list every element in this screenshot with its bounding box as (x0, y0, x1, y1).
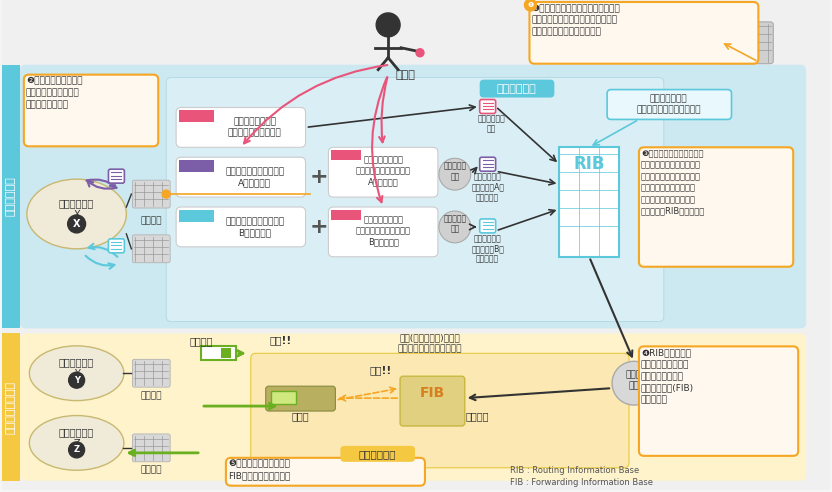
Bar (331, 150, 361, 160)
Text: 転送!!: 転送!! (270, 336, 292, 345)
Text: Z: Z (73, 445, 80, 455)
Text: ルーター: ルーター (735, 13, 758, 23)
Text: 管理者が設定した
スタティック経路など: 管理者が設定した スタティック経路など (228, 118, 282, 137)
Text: ハードウエア: ハードウエア (359, 449, 396, 459)
Text: ❺実際のパケット転送は
FIBを参照して行われる: ❺実際のパケット転送は FIBを参照して行われる (228, 460, 290, 481)
Bar (2, 334, 20, 481)
Text: RIB: RIB (573, 155, 605, 173)
FancyBboxPatch shape (480, 80, 554, 97)
Ellipse shape (29, 416, 124, 470)
Text: フォワーティング: フォワーティング (6, 381, 16, 433)
Text: ネットワーク
Y: ネットワーク Y (59, 357, 94, 379)
Text: Y: Y (73, 376, 80, 385)
FancyBboxPatch shape (480, 157, 496, 171)
FancyBboxPatch shape (176, 157, 305, 197)
FancyBboxPatch shape (340, 446, 415, 462)
FancyBboxPatch shape (226, 458, 425, 486)
FancyBboxPatch shape (480, 99, 496, 114)
Circle shape (69, 442, 85, 458)
Bar (179, 111, 214, 123)
Text: 管理者が設定した
ルーティングプロトコル
Bのポリシー: 管理者が設定した ルーティングプロトコル Bのポリシー (355, 215, 411, 246)
FancyBboxPatch shape (329, 207, 438, 257)
Text: ❷各ルーティングプロ
トコルが自動で経路情
報をやり取りする: ❷各ルーティングプロ トコルが自動で経路情 報をやり取りする (26, 77, 82, 109)
Bar (201, 346, 235, 360)
Text: +: + (310, 167, 328, 187)
FancyBboxPatch shape (639, 346, 798, 456)
FancyBboxPatch shape (166, 78, 664, 321)
FancyBboxPatch shape (24, 75, 158, 146)
Ellipse shape (29, 346, 124, 400)
Circle shape (439, 158, 471, 190)
Text: ルーティングプロトコル
Aの経路情報: ルーティングプロトコル Aの経路情報 (225, 167, 285, 187)
Text: X: X (73, 219, 81, 229)
Text: 転送(フォワード)に使う
フォワーディングテーブル: 転送(フォワード)に使う フォワーディングテーブル (398, 333, 463, 353)
Text: ルーター: ルーター (141, 216, 162, 225)
Text: ルーター: ルーター (141, 465, 162, 474)
Text: パケット: パケット (189, 337, 213, 346)
FancyBboxPatch shape (176, 107, 305, 147)
FancyBboxPatch shape (132, 235, 171, 263)
Text: 管理者: 管理者 (395, 70, 415, 80)
Circle shape (439, 211, 471, 243)
Circle shape (416, 49, 424, 57)
Circle shape (67, 215, 86, 233)
Text: ソフトウエア: ソフトウエア (497, 84, 537, 93)
Text: ルーティングプロトコル
Bの経路情報: ルーティングプロトコル Bの経路情報 (225, 217, 285, 237)
Bar (559, 147, 619, 257)
Bar (331, 210, 361, 220)
FancyBboxPatch shape (400, 376, 465, 426)
Bar (221, 348, 230, 358)
Text: スタティック
経路: スタティック 経路 (478, 115, 506, 134)
Text: ❶管理者はあらかじめルーターに、
スタティック経路や各ルーティング
プロトコルのポリシーを設定: ❶管理者はあらかじめルーターに、 スタティック経路や各ルーティング プロトコルの… (532, 4, 620, 36)
Text: ❸ルーティングプロトコル
ごとにポリシーを反映し、
さらにルーティングプロト
コルごとのアルゴリズム
で求めた経路（最適経路
を含む）をRIBにまとめる: ❸ルーティングプロトコル ごとにポリシーを反映し、 さらにルーティングプロト コ… (641, 149, 706, 215)
FancyBboxPatch shape (108, 239, 124, 253)
FancyBboxPatch shape (329, 147, 438, 197)
Text: ルーティング: ルーティング (6, 176, 16, 216)
Text: 最適経路を
計算: 最適経路を 計算 (443, 214, 467, 234)
Bar (179, 210, 214, 222)
Text: ルーティング
プロトコルAで
求めた経路: ルーティング プロトコルAで 求めた経路 (471, 172, 504, 202)
Ellipse shape (27, 179, 126, 249)
Bar (2, 64, 20, 329)
FancyBboxPatch shape (250, 353, 629, 468)
Text: メモリー: メモリー (466, 411, 489, 421)
Text: いわゆる経路表
（ルーティングテーブル）: いわゆる経路表 （ルーティングテーブル） (636, 94, 701, 115)
FancyBboxPatch shape (719, 22, 773, 63)
FancyBboxPatch shape (20, 64, 806, 329)
Text: RIB : Routing Information Base
FIB : Forwarding Information Base: RIB : Routing Information Base FIB : For… (509, 466, 652, 487)
FancyBboxPatch shape (176, 207, 305, 247)
FancyBboxPatch shape (607, 90, 731, 120)
Circle shape (524, 0, 537, 11)
Text: ❹RIBの情報を最
適化し、ハードウェ
アで効率よく処理
できるデータ(FIB)
に整形する: ❹RIBの情報を最 適化し、ハードウェ アで効率よく処理 できるデータ(FIB)… (641, 348, 694, 404)
Circle shape (69, 372, 85, 388)
FancyBboxPatch shape (20, 334, 806, 481)
Text: チップ: チップ (292, 411, 310, 421)
Circle shape (376, 13, 400, 37)
FancyBboxPatch shape (132, 434, 171, 462)
Bar (270, 391, 295, 404)
Text: ❶: ❶ (527, 2, 533, 8)
Text: FIB: FIB (419, 386, 444, 400)
Circle shape (612, 361, 656, 405)
Circle shape (162, 190, 171, 198)
FancyBboxPatch shape (132, 359, 171, 387)
Text: ネットワーク
Z: ネットワーク Z (59, 427, 94, 449)
Text: +: + (310, 217, 328, 237)
Text: ルーティング
プロトコルBで
求めた経路: ルーティング プロトコルBで 求めた経路 (471, 234, 504, 264)
Text: 最適経路を
計算: 最適経路を 計算 (443, 161, 467, 181)
Text: 管理者が設定した
ルーティングプロトコル
Aのポリシー: 管理者が設定した ルーティングプロトコル Aのポリシー (355, 155, 411, 187)
FancyBboxPatch shape (529, 2, 759, 63)
FancyBboxPatch shape (132, 180, 171, 208)
FancyBboxPatch shape (265, 386, 335, 411)
FancyBboxPatch shape (480, 219, 496, 233)
Text: 最適化
処理: 最適化 処理 (626, 370, 642, 390)
Bar (179, 160, 214, 172)
Text: ルーター: ルーター (141, 392, 162, 400)
FancyBboxPatch shape (639, 147, 793, 267)
Text: ネットワーク
X: ネットワーク X (59, 198, 94, 220)
FancyBboxPatch shape (108, 169, 124, 183)
Text: 検索!!: 検索!! (369, 365, 391, 375)
